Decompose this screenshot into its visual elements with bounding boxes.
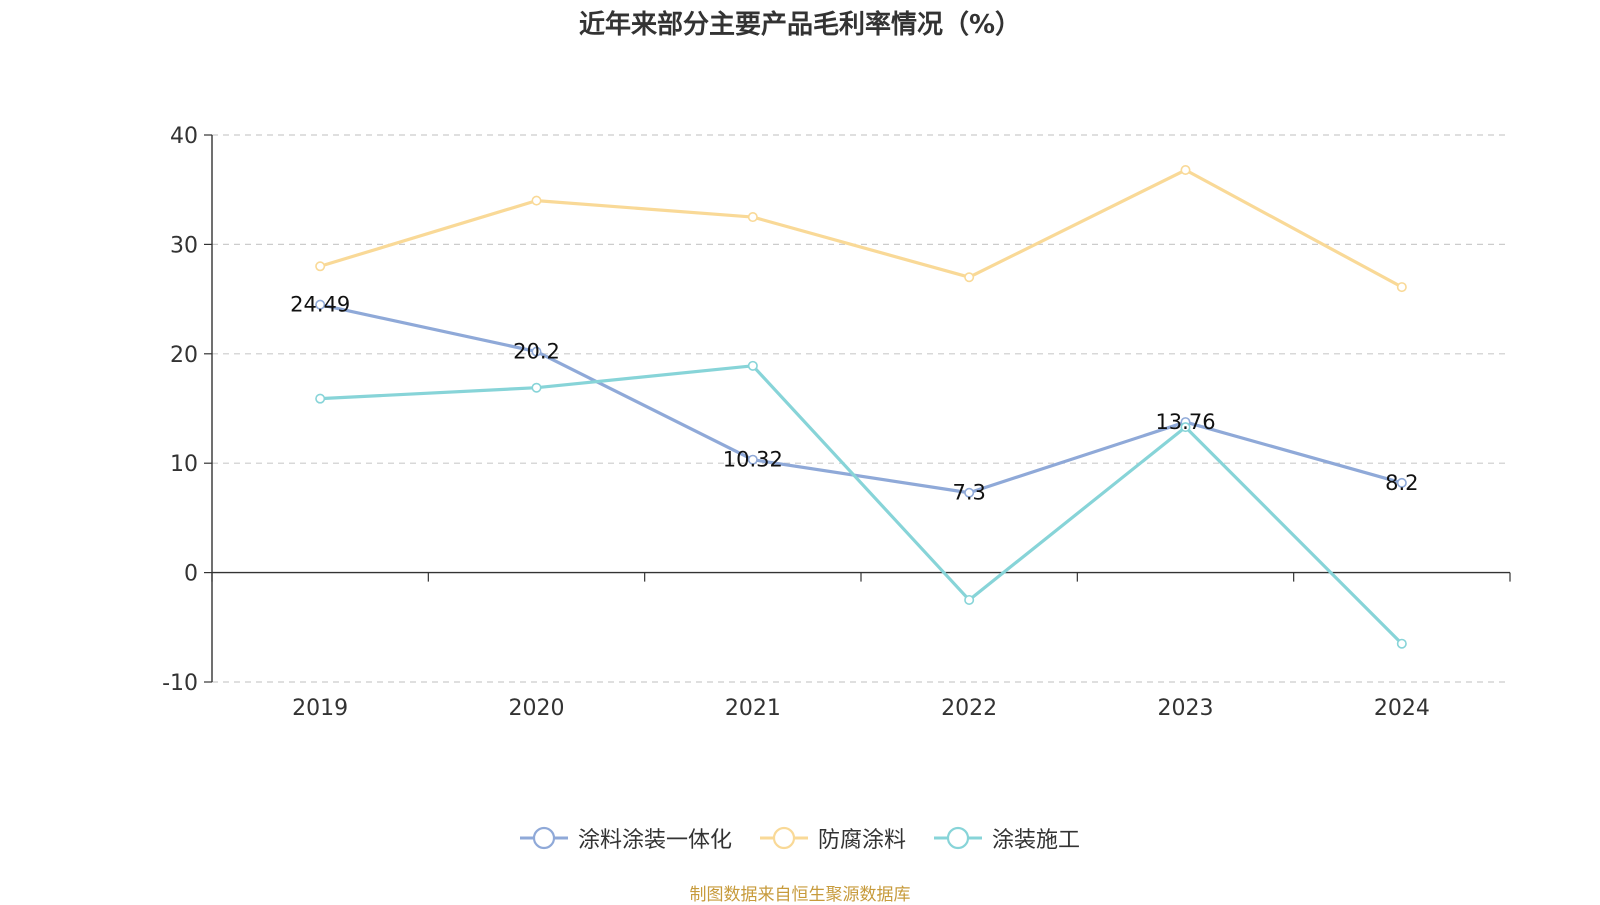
legend: 涂料涂装一体化 防腐涂料 涂装施工 [0, 822, 1600, 854]
legend-marker [772, 826, 796, 850]
series-line [319, 303, 1403, 495]
data-point [315, 261, 326, 272]
legend-marker [946, 826, 970, 850]
data-point [747, 212, 758, 223]
data-label: 20.2 [513, 340, 560, 364]
data-label-layer: 24.49 20.2 10.32 7.3 13.76 8.2 [290, 293, 1418, 505]
data-point [315, 299, 326, 310]
legend-line-circle-icon [934, 826, 982, 850]
y-tick-label: 10 [170, 452, 198, 477]
data-point [1396, 282, 1407, 293]
legend-item[interactable]: 涂装施工 [934, 822, 1080, 854]
data-label: 7.3 [952, 481, 985, 505]
x-tick-label: 2022 [941, 696, 997, 721]
line-chart: 40 30 20 10 0 -10 2019 2020 2021 2022 2023 2024 24.… [162, 124, 1511, 721]
legend-item[interactable]: 防腐涂料 [759, 822, 906, 854]
data-point [1180, 422, 1191, 433]
x-tick-label: 2019 [292, 696, 348, 721]
grid-layer [212, 134, 1510, 683]
legend-label: 涂装施工 [992, 828, 1081, 853]
data-point [1180, 165, 1191, 176]
legend-label: 防腐涂料 [817, 828, 906, 853]
data-point [747, 454, 758, 465]
legend-line-circle-icon [759, 826, 808, 850]
data-point [964, 272, 975, 283]
y-tick-label: 20 [170, 343, 198, 368]
data-point [531, 195, 542, 206]
legend-line-circle-icon [519, 826, 568, 850]
axis-layer: 40 30 20 10 0 -10 2019 2020 2021 2022 2023 2024 [162, 124, 1511, 721]
data-point [747, 360, 758, 371]
data-point [964, 487, 975, 498]
y-tick-label: -10 [162, 671, 198, 696]
data-point [1396, 477, 1407, 488]
x-tick-label: 2024 [1374, 696, 1430, 721]
data-point [315, 393, 326, 404]
x-tick-label: 2020 [509, 696, 565, 721]
series-line [319, 168, 1403, 289]
chart-title: 近年来部分主要产品毛利率情况（%） [578, 10, 1022, 40]
data-point [531, 382, 542, 393]
source-note: 制图数据来自恒生聚源数据库 [689, 885, 911, 905]
y-tick-label: 30 [170, 233, 198, 258]
series-layer [315, 165, 1407, 649]
legend-label: 涂料涂装一体化 [577, 828, 732, 853]
y-tick-label: 40 [170, 124, 198, 149]
data-point [1396, 638, 1407, 649]
data-label: 24.49 [290, 293, 350, 317]
x-tick-label: 2021 [725, 696, 781, 721]
legend-marker [532, 826, 556, 850]
data-point [531, 346, 542, 357]
data-label: 13.76 [1155, 410, 1215, 434]
x-tick-label: 2023 [1158, 696, 1214, 721]
data-point [964, 594, 975, 605]
series-line [320, 364, 1403, 645]
legend-item[interactable]: 涂料涂装一体化 [519, 822, 732, 854]
data-label: 10.32 [723, 448, 783, 472]
data-label: 8.2 [1385, 471, 1418, 495]
y-tick-label: 0 [184, 562, 198, 587]
